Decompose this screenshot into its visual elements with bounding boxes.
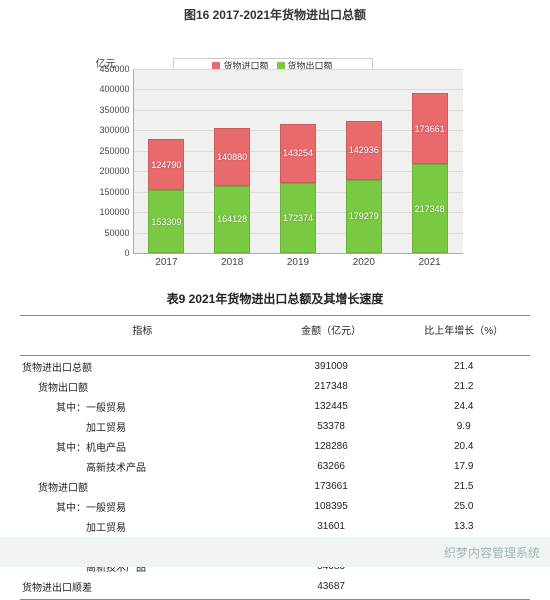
chart-bar: 142936 179279 — [346, 121, 382, 253]
chart-value-label: 179279 — [349, 211, 379, 221]
table-row: 货物进出口总额39100921.4 — [20, 356, 530, 377]
chart-bar-segment: 217348 — [412, 164, 448, 253]
cell-indicator: 其中：一般贸易 — [20, 496, 265, 516]
footer-product-name: 织梦内容管理系统 — [444, 544, 540, 561]
cell-growth: 21.5 — [397, 476, 530, 496]
table-row: 高新技术产品6326617.9 — [20, 456, 530, 476]
chart: 亿元 货物进口额 货物出口额 0500001000001500002000002… — [68, 31, 483, 276]
chart-gridline — [134, 89, 463, 90]
cell-indicator: 加工贸易 — [20, 516, 265, 536]
cell-indicator: 其中：一般贸易 — [20, 396, 265, 416]
chart-title: 图16 2017-2021年货物进出口总额 — [0, 6, 550, 23]
table-header-amount: 金额（亿元） — [265, 316, 398, 356]
cell-growth: 24.4 — [397, 396, 530, 416]
chart-value-label: 172374 — [283, 213, 313, 223]
cell-indicator: 高新技术产品 — [20, 456, 265, 476]
cell-growth: 25.0 — [397, 496, 530, 516]
chart-bar-segment: 173661 — [412, 93, 448, 164]
chart-bar: 140880 164128 — [214, 128, 250, 253]
chart-bar-segment: 142936 — [346, 121, 382, 179]
cell-indicator: 货物进口额 — [20, 476, 265, 496]
chart-value-label: 124790 — [151, 160, 181, 170]
y-tick-label: 400000 — [99, 84, 133, 94]
cell-amount: 128286 — [265, 436, 398, 456]
x-tick-label: 2020 — [353, 253, 375, 268]
chart-bar-segment: 143254 — [280, 124, 316, 183]
table-row: 货物进口额17366121.5 — [20, 476, 530, 496]
y-tick-label: 250000 — [99, 146, 133, 156]
cell-growth: 21.4 — [397, 356, 530, 377]
table-row: 其中：一般贸易10839525.0 — [20, 496, 530, 516]
cell-growth: 20.4 — [397, 436, 530, 456]
cell-amount: 391009 — [265, 356, 398, 377]
cell-growth: 21.2 — [397, 376, 530, 396]
footer-bar: 织梦内容管理系统 — [0, 537, 550, 567]
cell-indicator: 货物进出口顺差 — [20, 576, 265, 599]
x-tick-label: 2018 — [221, 253, 243, 268]
cell-indicator: 其中：机电产品 — [20, 436, 265, 456]
x-tick-label: 2017 — [155, 253, 177, 268]
cell-growth: 13.3 — [397, 516, 530, 536]
chart-gridline — [134, 69, 463, 70]
chart-value-label: 153309 — [151, 217, 181, 227]
chart-bar: 173661 217348 — [412, 93, 448, 253]
cell-amount: 53378 — [265, 416, 398, 436]
y-tick-label: 200000 — [99, 166, 133, 176]
x-tick-label: 2019 — [287, 253, 309, 268]
y-tick-label: 350000 — [99, 105, 133, 115]
chart-value-label: 142936 — [349, 145, 379, 155]
chart-value-label: 143254 — [283, 148, 313, 158]
chart-bar: 124790 153309 — [148, 139, 184, 253]
table-row: 货物出口额21734821.2 — [20, 376, 530, 396]
y-tick-label: 300000 — [99, 125, 133, 135]
cell-amount: 217348 — [265, 376, 398, 396]
y-tick-label: 450000 — [99, 64, 133, 74]
table-header-growth: 比上年增长（%） — [397, 316, 530, 356]
y-tick-label: 100000 — [99, 207, 133, 217]
chart-bar-segment: 164128 — [214, 186, 250, 253]
table-row: 货物进出口顺差43687 — [20, 576, 530, 599]
chart-value-label: 140880 — [217, 152, 247, 162]
cell-amount: 108395 — [265, 496, 398, 516]
chart-value-label: 217348 — [415, 204, 445, 214]
chart-bar-segment: 179279 — [346, 180, 382, 253]
y-tick-label: 0 — [124, 248, 133, 258]
cell-amount: 132445 — [265, 396, 398, 416]
cell-amount: 63266 — [265, 456, 398, 476]
cell-indicator: 加工贸易 — [20, 416, 265, 436]
chart-bar: 143254 172374 — [280, 124, 316, 253]
cell-indicator: 货物进出口总额 — [20, 356, 265, 377]
table-header-indicator: 指标 — [20, 316, 265, 356]
chart-plot-area: 0500001000001500002000002500003000003500… — [133, 69, 463, 254]
table-row: 其中：机电产品12828620.4 — [20, 436, 530, 456]
chart-bar-segment: 153309 — [148, 190, 184, 253]
cell-amount: 31601 — [265, 516, 398, 536]
cell-indicator: 货物出口额 — [20, 376, 265, 396]
table-row: 加工贸易3160113.3 — [20, 516, 530, 536]
y-tick-label: 150000 — [99, 187, 133, 197]
chart-bar-segment: 124790 — [148, 139, 184, 190]
y-tick-label: 50000 — [104, 228, 133, 238]
cell-growth: 9.9 — [397, 416, 530, 436]
x-tick-label: 2021 — [418, 253, 440, 268]
cell-amount: 43687 — [265, 576, 398, 599]
chart-bar-segment: 140880 — [214, 128, 250, 186]
chart-value-label: 173661 — [415, 124, 445, 134]
chart-value-label: 164128 — [217, 214, 247, 224]
cell-amount: 173661 — [265, 476, 398, 496]
table-title: 表9 2021年货物进出口总额及其增长速度 — [0, 290, 550, 307]
table-row: 其中：一般贸易13244524.4 — [20, 396, 530, 416]
table-row: 加工贸易533789.9 — [20, 416, 530, 436]
cell-growth — [397, 576, 530, 599]
cell-growth: 17.9 — [397, 456, 530, 476]
chart-bar-segment: 172374 — [280, 183, 316, 253]
